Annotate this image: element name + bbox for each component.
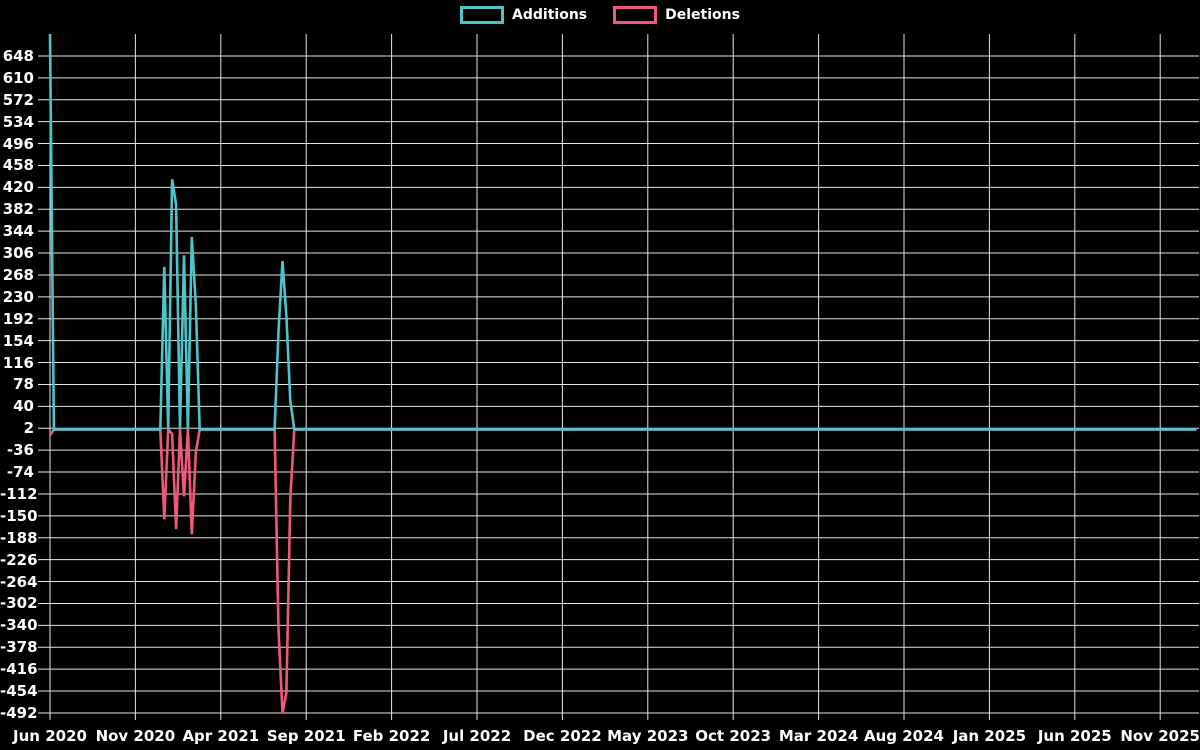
x-axis-tick-label: Oct 2023 [695, 727, 772, 745]
y-axis-tick-label: -454 [0, 682, 38, 701]
series-additions-line [48, 33, 1197, 431]
y-axis-tick-label: 458 [2, 156, 34, 175]
y-axis-tick-label: -416 [0, 660, 38, 679]
y-axis-tick-label: 420 [2, 178, 34, 197]
x-axis-tick-label: Jun 2025 [1037, 727, 1112, 745]
y-axis-tick-label: -74 [6, 463, 34, 482]
x-axis-tick-label: Mar 2024 [778, 727, 859, 745]
y-axis-tick-label: -150 [0, 506, 38, 525]
deletions-swatch-icon [613, 6, 658, 24]
y-axis-tick-label: 40 [13, 397, 34, 416]
x-axis-tick-label: May 2023 [607, 727, 689, 745]
y-axis-tick-label: -36 [6, 441, 34, 460]
y-axis-tick-label: 534 [2, 112, 34, 131]
y-axis-tick-label: -340 [0, 616, 38, 635]
y-axis-tick-label: 116 [2, 353, 34, 372]
y-axis-tick-label: -264 [0, 572, 38, 591]
y-axis-tick-label: 344 [2, 222, 34, 241]
x-axis-tick-label: Feb 2022 [352, 727, 431, 745]
legend-item-additions[interactable]: Additions [460, 6, 587, 24]
x-axis-tick-label: Aug 2024 [864, 727, 944, 745]
x-axis-tick-label: Sep 2021 [266, 727, 346, 745]
chart-legend: Additions Deletions [0, 6, 1200, 24]
y-axis-tick-label: -302 [0, 594, 38, 613]
x-axis-tick-label: Jul 2022 [442, 727, 512, 745]
legend-label-additions: Additions [512, 7, 588, 23]
x-axis-tick-label: Jun 2020 [13, 727, 87, 745]
x-axis-tick-label: Nov 2025 [1120, 727, 1200, 745]
y-axis-tick-label: 268 [2, 265, 34, 284]
y-axis-tick-label: 610 [2, 68, 34, 87]
y-axis-tick-label: 496 [2, 134, 34, 153]
y-axis-tick-label: 572 [2, 90, 34, 109]
additions-swatch-icon [460, 6, 505, 24]
x-axis-tick-label: Jan 2025 [952, 727, 1027, 745]
y-axis-tick-label: -378 [0, 638, 38, 657]
x-axis-tick-label: Nov 2020 [95, 727, 176, 745]
y-axis-tick-label: 306 [2, 244, 34, 263]
y-axis-tick-label: -188 [0, 528, 38, 547]
y-axis-tick-label: 230 [2, 287, 34, 306]
legend-item-deletions[interactable]: Deletions [613, 6, 740, 24]
y-axis-tick-label: -226 [0, 550, 38, 569]
y-axis-tick-label: 382 [2, 200, 34, 219]
y-axis-tick-label: -492 [0, 703, 38, 722]
x-axis-tick-label: Apr 2021 [182, 727, 260, 745]
legend-label-deletions: Deletions [665, 7, 740, 23]
y-axis-tick-label: 192 [2, 309, 34, 328]
y-axis-tick-label: 2 [23, 419, 34, 438]
y-axis-tick-label: 154 [2, 331, 34, 350]
x-axis-tick-label: Dec 2022 [523, 727, 602, 745]
y-axis-tick-label: 78 [13, 375, 34, 394]
y-axis-tick-label: 648 [2, 46, 34, 65]
y-axis-tick-label: -112 [0, 484, 38, 503]
